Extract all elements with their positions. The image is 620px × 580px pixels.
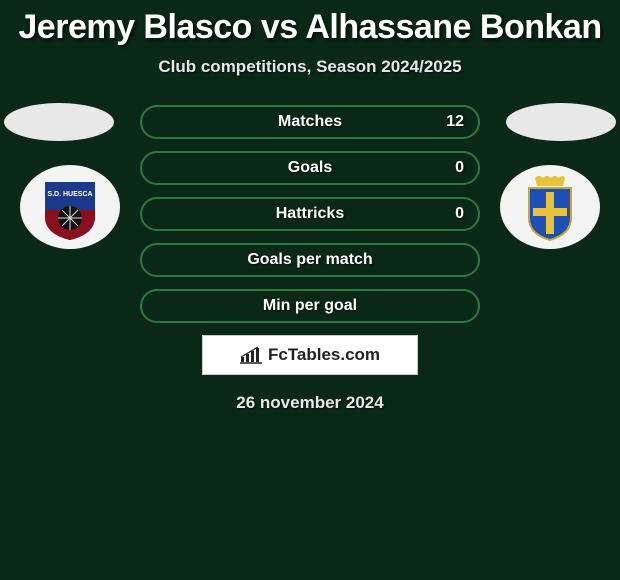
comparison-content: S.D. HUESCA Matches 12 Goals 0 Hattricks…	[0, 105, 620, 413]
stat-label: Matches	[278, 113, 342, 131]
stat-label: Goals	[288, 159, 332, 177]
stat-label: Hattricks	[276, 205, 344, 223]
subtitle: Club competitions, Season 2024/2025	[0, 57, 620, 77]
stat-value-right: 0	[455, 205, 464, 223]
player-ellipse-left	[4, 103, 114, 141]
stat-row-min-per-goal: Min per goal	[140, 289, 480, 323]
stat-row-matches: Matches 12	[140, 105, 480, 139]
club-badge-left: S.D. HUESCA	[20, 165, 120, 249]
stats-list: Matches 12 Goals 0 Hattricks 0 Goals per…	[140, 105, 480, 323]
svg-text:S.D. HUESCA: S.D. HUESCA	[47, 191, 92, 198]
player-ellipse-right	[506, 103, 616, 141]
bar-chart-icon	[240, 346, 262, 364]
page-title: Jeremy Blasco vs Alhassane Bonkan	[0, 0, 620, 47]
stat-value-right: 0	[455, 159, 464, 177]
oviedo-crest-icon	[515, 172, 585, 242]
stat-row-goals: Goals 0	[140, 151, 480, 185]
date-label: 26 november 2024	[0, 393, 620, 413]
stat-label: Goals per match	[247, 251, 372, 269]
club-badge-right	[500, 165, 600, 249]
stat-row-goals-per-match: Goals per match	[140, 243, 480, 277]
brand-text: FcTables.com	[268, 345, 380, 365]
brand-watermark: FcTables.com	[202, 335, 418, 375]
stat-label: Min per goal	[263, 297, 357, 315]
stat-value-right: 12	[446, 113, 464, 131]
stat-row-hattricks: Hattricks 0	[140, 197, 480, 231]
huesca-crest-icon: S.D. HUESCA	[35, 172, 105, 242]
